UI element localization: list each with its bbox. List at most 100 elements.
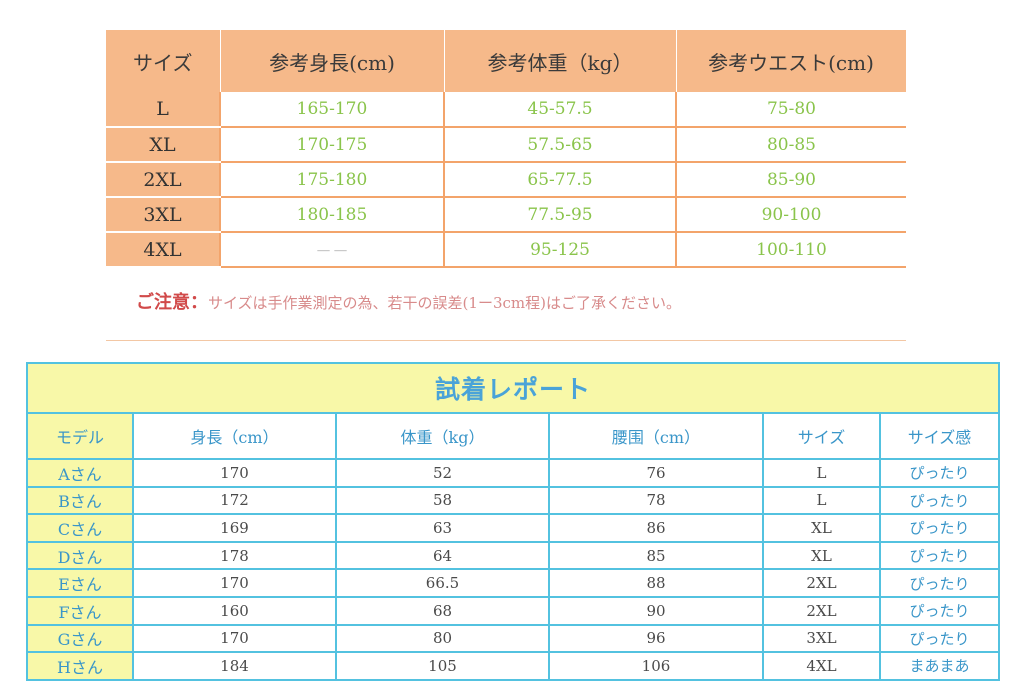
size-cell: 2XL — [762, 595, 881, 626]
size-cell: XL — [762, 540, 881, 571]
size-cell: 2XL — [106, 162, 221, 198]
size-header: サイズ — [106, 30, 221, 92]
ref-weight-header: 参考体重（kg） — [444, 30, 677, 92]
height-cell: 170 — [132, 623, 337, 654]
weight-cell: 64 — [335, 540, 550, 571]
report-row: Aさん 170 52 76 L ぴったり — [26, 458, 1000, 488]
size-cell: 4XL — [106, 232, 221, 268]
model-cell: Bさん — [26, 485, 134, 516]
model-cell: Hさん — [26, 651, 134, 681]
report-row: Fさん 160 68 90 2XL ぴったり — [26, 595, 1000, 626]
note-text: サイズは手作業測定の為、若干の誤差(1ー3cm程)はご了承ください。 — [208, 294, 681, 312]
size-cell: L — [762, 458, 881, 488]
waist-cell: 100-110 — [676, 232, 906, 268]
waist-cell: 86 — [548, 513, 764, 543]
report-header-row: モデル 身長（cm） 体重（kg） 腰围（cm） サイズ サイズ感 — [26, 412, 1000, 460]
trial-report-table: 試着レポート モデル 身長（cm） 体重（kg） 腰围（cm） サイズ サイズ感… — [26, 362, 1000, 681]
fit-cell: ぴったり — [879, 458, 1000, 488]
height-cell: 160 — [132, 595, 337, 626]
size-cell: 4XL — [762, 651, 881, 681]
height-cell: 169 — [132, 513, 337, 543]
size-row: XL 170-175 57.5-65 80-85 — [106, 127, 906, 163]
height-header: 身長（cm） — [132, 412, 337, 460]
model-cell: Dさん — [26, 540, 134, 571]
weight-cell: 57.5-65 — [444, 127, 677, 163]
weight-cell: 77.5-95 — [444, 197, 677, 233]
ref-waist-header: 参考ウエスト(cm) — [676, 30, 907, 92]
report-row: Hさん 184 105 106 4XL まあまあ — [26, 651, 1000, 681]
weight-cell: 65-77.5 — [444, 162, 677, 198]
size-cell: L — [106, 92, 221, 128]
height-cell: 170 — [132, 458, 337, 488]
size-cell: 3XL — [762, 623, 881, 654]
waist-cell: 80-85 — [676, 127, 906, 163]
waist-cell: 90 — [548, 595, 764, 626]
waist-cell: 106 — [548, 651, 764, 681]
model-header: モデル — [26, 412, 134, 460]
height-cell: 178 — [132, 540, 337, 571]
size-chart-table: サイズ 参考身長(cm) 参考体重（kg） 参考ウエスト(cm) L 165-1… — [106, 30, 907, 268]
waist-cell: 96 — [548, 623, 764, 654]
report-title: 試着レポート — [26, 362, 1000, 413]
note-label: ご注意： — [136, 292, 208, 313]
measurement-note: ご注意：サイズは手作業測定の為、若干の誤差(1ー3cm程)はご了承ください。 — [136, 288, 681, 314]
height-cell: 180-185 — [220, 197, 445, 233]
size-cell: XL — [106, 127, 221, 163]
size-row: 2XL 175-180 65-77.5 85-90 — [106, 162, 906, 198]
height-cell: 165-170 — [220, 92, 445, 128]
weight-cell: 58 — [335, 485, 550, 516]
weight-cell: 68 — [335, 595, 550, 626]
ref-height-header: 参考身長(cm) — [220, 30, 445, 92]
fit-cell: ぴったり — [879, 540, 1000, 571]
report-row: Dさん 178 64 85 XL ぴったり — [26, 540, 1000, 571]
size-row: L 165-170 45-57.5 75-80 — [106, 92, 906, 128]
size-row: 3XL 180-185 77.5-95 90-100 — [106, 197, 906, 233]
fit-cell: ぴったり — [879, 595, 1000, 626]
height-cell: 170-175 — [220, 127, 445, 163]
model-cell: Eさん — [26, 568, 134, 598]
weight-cell: 45-57.5 — [444, 92, 677, 128]
weight-cell: 52 — [335, 458, 550, 488]
weight-cell: 80 — [335, 623, 550, 654]
model-cell: Fさん — [26, 595, 134, 626]
fit-cell: ぴったり — [879, 513, 1000, 543]
height-cell: 170 — [132, 568, 337, 598]
waist-cell: 90-100 — [676, 197, 906, 233]
waist-cell: 78 — [548, 485, 764, 516]
fit-cell: ぴったり — [879, 485, 1000, 516]
size-cell: XL — [762, 513, 881, 543]
size-cell: 3XL — [106, 197, 221, 233]
model-cell: Aさん — [26, 458, 134, 488]
height-cell: 184 — [132, 651, 337, 681]
waist-cell: 75-80 — [676, 92, 906, 128]
weight-cell: 105 — [335, 651, 550, 681]
weight-cell: 66.5 — [335, 568, 550, 598]
waist-header: 腰围（cm） — [548, 412, 764, 460]
report-row: Bさん 172 58 78 L ぴったり — [26, 485, 1000, 516]
model-cell: Cさん — [26, 513, 134, 543]
waist-cell: 76 — [548, 458, 764, 488]
fit-header: サイズ感 — [879, 412, 1000, 460]
fit-cell: ぴったり — [879, 568, 1000, 598]
size-header: サイズ — [762, 412, 881, 460]
height-cell: －－ — [220, 232, 445, 268]
weight-cell: 63 — [335, 513, 550, 543]
model-cell: Gさん — [26, 623, 134, 654]
waist-cell: 88 — [548, 568, 764, 598]
waist-cell: 85-90 — [676, 162, 906, 198]
fit-cell: ぴったり — [879, 623, 1000, 654]
size-cell: L — [762, 485, 881, 516]
size-row: 4XL －－ 95-125 100-110 — [106, 232, 906, 268]
height-cell: 175-180 — [220, 162, 445, 198]
size-cell: 2XL — [762, 568, 881, 598]
weight-header: 体重（kg） — [335, 412, 550, 460]
height-cell: 172 — [132, 485, 337, 516]
report-row: Eさん 170 66.5 88 2XL ぴったり — [26, 568, 1000, 598]
section-divider — [106, 340, 906, 341]
size-chart-header-row: サイズ 参考身長(cm) 参考体重（kg） 参考ウエスト(cm) — [106, 30, 907, 92]
report-row: Gさん 170 80 96 3XL ぴったり — [26, 623, 1000, 654]
report-row: Cさん 169 63 86 XL ぴったり — [26, 513, 1000, 543]
waist-cell: 85 — [548, 540, 764, 571]
fit-cell: まあまあ — [879, 651, 1000, 681]
weight-cell: 95-125 — [444, 232, 677, 268]
